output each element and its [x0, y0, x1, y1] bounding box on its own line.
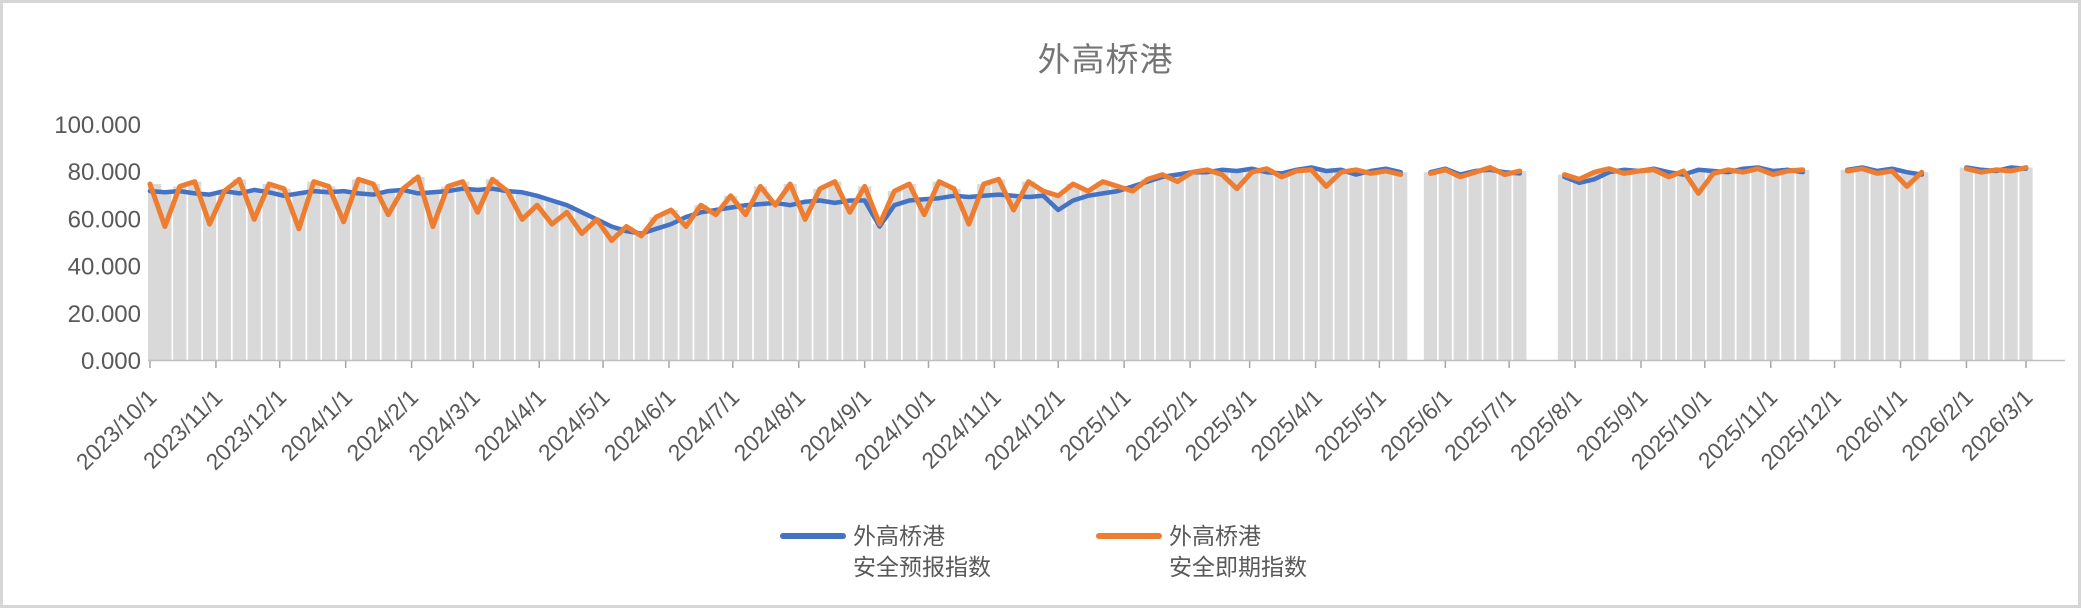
svg-text:20.000: 20.000: [68, 301, 141, 328]
svg-text:100.000: 100.000: [54, 112, 141, 139]
svg-text:2025/7/1: 2025/7/1: [1439, 384, 1521, 466]
forecast-legend-label: 外高桥港 安全预报指数: [853, 523, 991, 580]
svg-text:80.000: 80.000: [68, 159, 141, 186]
svg-text:0.000: 0.000: [81, 348, 141, 375]
svg-text:40.000: 40.000: [68, 254, 141, 281]
legend-item-forecast: 外高桥港 安全预报指数: [780, 521, 991, 583]
svg-text:2026/1/1: 2026/1/1: [1830, 384, 1912, 466]
plot-area: 2023/10/12023/11/12023/12/12024/1/12024/…: [54, 112, 2065, 475]
svg-text:2024/1/1: 2024/1/1: [276, 384, 358, 466]
spot-line-swatch: [1096, 533, 1162, 539]
svg-text:2025/8/1: 2025/8/1: [1505, 384, 1587, 466]
svg-text:60.000: 60.000: [68, 206, 141, 233]
svg-text:2025/1/1: 2025/1/1: [1054, 384, 1136, 466]
forecast-line-swatch: [780, 533, 846, 539]
legend-item-spot: 外高桥港 安全即期指数: [1096, 521, 1307, 583]
svg-text:2024/5/1: 2024/5/1: [533, 384, 615, 466]
svg-text:2025/5/1: 2025/5/1: [1309, 384, 1391, 466]
spot-legend-label: 外高桥港 安全即期指数: [1169, 523, 1307, 580]
svg-text:2024/8/1: 2024/8/1: [729, 384, 811, 466]
chart-title: 外高桥港: [1037, 41, 1174, 78]
svg-text:2024/7/1: 2024/7/1: [663, 384, 745, 466]
legend: 外高桥港 安全预报指数 外高桥港 安全即期指数: [3, 521, 2078, 583]
